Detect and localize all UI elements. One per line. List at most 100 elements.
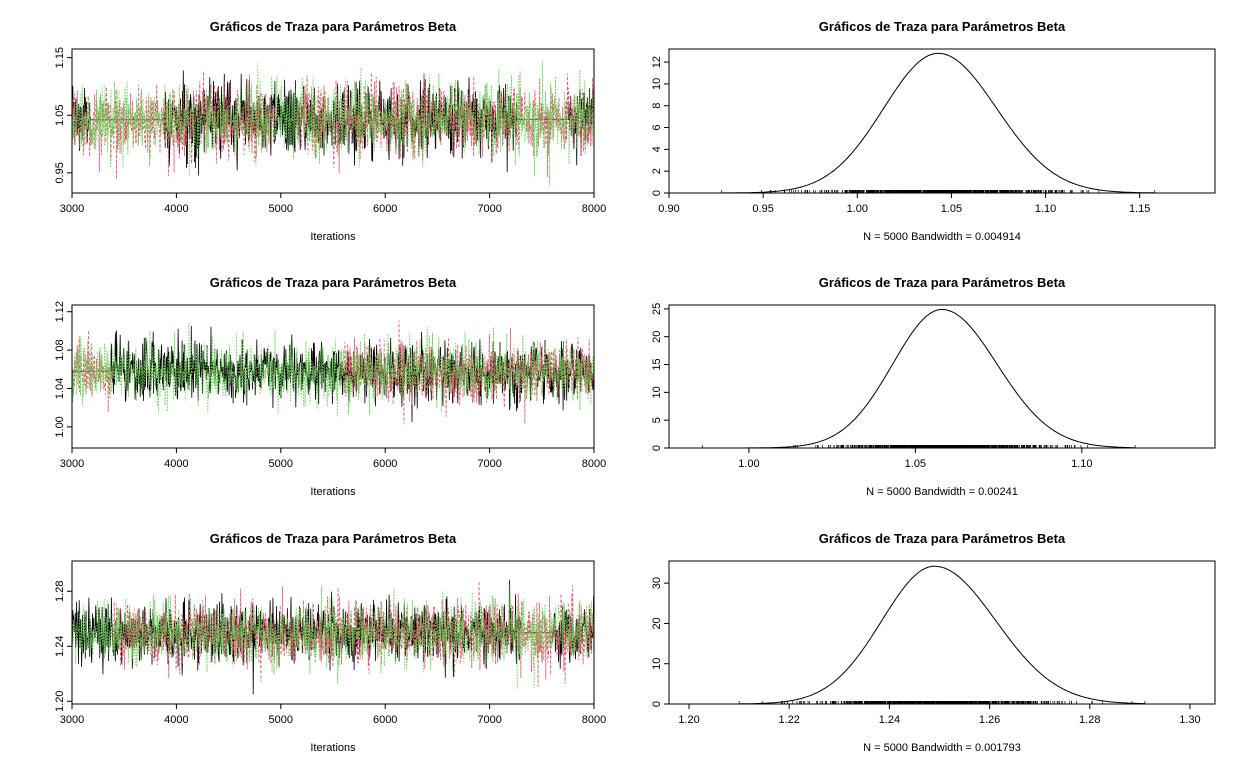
x-tick-label: 1.05 <box>941 203 962 215</box>
x-axis-label: N = 5000 Bandwidth = 0.004914 <box>863 231 1021 243</box>
y-tick-label: 15 <box>651 358 663 370</box>
x-tick-label: 1.24 <box>879 714 900 726</box>
chart-panel-4: Gráficos de Traza para Parámetros Beta N … <box>651 275 1216 498</box>
x-tick-label: 5000 <box>269 203 293 215</box>
plot-area <box>669 52 1215 193</box>
y-axis: 0 5 10 15 20 25 <box>651 303 669 451</box>
x-tick-label: 4000 <box>164 714 188 726</box>
x-tick-label: 3000 <box>60 458 84 470</box>
plot-area <box>669 565 1215 704</box>
panel-title: Gráficos de Traza para Parámetros Beta <box>210 19 457 34</box>
y-tick-label: 10 <box>651 658 663 670</box>
panel-title: Gráficos de Traza para Parámetros Beta <box>210 275 457 290</box>
density-curve <box>739 565 1145 704</box>
y-tick-label: 20 <box>651 331 663 343</box>
panel-title: Gráficos de Traza para Parámetros Beta <box>210 531 457 546</box>
x-axis-label: Iterations <box>310 231 356 243</box>
x-tick-label: 7000 <box>477 203 501 215</box>
y-tick-label: 10 <box>651 386 663 398</box>
y-axis: 0.95 1.05 1.15 <box>54 47 72 184</box>
y-tick-label: 30 <box>651 577 663 589</box>
y-tick-label: 0 <box>651 445 663 451</box>
y-tick-label: 5 <box>651 417 663 423</box>
x-tick-label: 7000 <box>477 714 501 726</box>
y-tick-label: 1.00 <box>54 416 66 437</box>
panel-title: Gráficos de Traza para Parámetros Beta <box>819 19 1066 34</box>
x-tick-label: 3000 <box>60 714 84 726</box>
x-tick-label: 1.20 <box>678 714 699 726</box>
panel-title: Gráficos de Traza para Parámetros Beta <box>819 531 1066 546</box>
trace-series-3 <box>72 584 594 691</box>
chart-panel-1: Gráficos de Traza para Parámetros Beta It… <box>54 19 606 243</box>
x-axis: 3000 4000 5000 6000 7000 8000 <box>60 448 606 470</box>
x-axis: 0.90 0.95 1.00 1.05 1.10 1.15 <box>658 193 1150 215</box>
x-tick-label: 1.10 <box>1071 458 1092 470</box>
x-axis-label: Iterations <box>310 742 356 754</box>
y-tick-label: 12 <box>651 56 663 68</box>
y-tick-label: 0.95 <box>54 162 66 183</box>
trace-series-1 <box>72 580 594 695</box>
x-axis-label: N = 5000 Bandwidth = 0.001793 <box>863 742 1021 754</box>
y-tick-label: 1.05 <box>54 105 66 126</box>
rug-marks <box>738 701 1146 704</box>
x-tick-label: 1.28 <box>1079 714 1100 726</box>
x-tick-label: 1.22 <box>779 714 800 726</box>
y-axis: 1.20 1.24 1.28 <box>54 581 72 712</box>
plot-box <box>71 304 595 449</box>
trace-series-3 <box>72 322 594 417</box>
chart-panel-6: Gráficos de Traza para Parámetros Beta N … <box>651 531 1216 754</box>
plot-area <box>72 60 594 186</box>
y-tick-label: 0 <box>651 701 663 707</box>
plot-area <box>72 580 594 695</box>
x-tick-label: 1.15 <box>1129 203 1150 215</box>
x-tick-label: 0.90 <box>658 203 679 215</box>
y-tick-label: 1.08 <box>54 339 66 360</box>
plot-area <box>72 320 594 425</box>
y-tick-label: 1.28 <box>54 581 66 602</box>
x-tick-label: 3000 <box>60 203 84 215</box>
x-tick-label: 1.00 <box>738 458 759 470</box>
plot-box <box>668 304 1216 449</box>
x-axis: 1.20 1.22 1.24 1.26 1.28 1.30 <box>678 704 1201 726</box>
y-axis: 0 10 20 30 <box>651 577 669 707</box>
x-tick-label: 5000 <box>269 714 293 726</box>
y-tick-label: 10 <box>651 78 663 90</box>
x-axis: 3000 4000 5000 6000 7000 8000 <box>60 193 606 215</box>
x-tick-label: 1.26 <box>979 714 1000 726</box>
x-tick-label: 6000 <box>373 714 397 726</box>
density-curve <box>721 52 1155 193</box>
chart-panel-5: Gráficos de Traza para Parámetros Beta It… <box>54 531 606 754</box>
x-tick-label: 1.30 <box>1179 714 1200 726</box>
plot-box <box>668 560 1216 705</box>
y-tick-label: 1.04 <box>54 378 66 399</box>
y-tick-label: 8 <box>651 103 663 109</box>
x-tick-label: 6000 <box>373 203 397 215</box>
trace-series-2 <box>72 581 594 687</box>
chart-panel-3: Gráficos de Traza para Parámetros Beta It… <box>54 275 606 498</box>
chart-panel-2: Gráficos de Traza para Parámetros Beta N … <box>651 19 1216 243</box>
y-tick-label: 1.24 <box>54 636 66 657</box>
y-tick-label: 25 <box>651 303 663 315</box>
x-axis: 1.00 1.05 1.10 <box>738 448 1093 470</box>
x-tick-label: 4000 <box>164 458 188 470</box>
x-tick-label: 8000 <box>582 714 606 726</box>
y-tick-label: 6 <box>651 124 663 130</box>
x-tick-label: 7000 <box>477 458 501 470</box>
rug-marks <box>721 190 1156 193</box>
x-tick-label: 5000 <box>269 458 293 470</box>
x-tick-label: 1.10 <box>1035 203 1056 215</box>
x-axis-label: Iterations <box>310 486 356 498</box>
x-axis-label: N = 5000 Bandwidth = 0.00241 <box>866 486 1018 498</box>
y-axis: 0 2 4 6 8 10 12 <box>651 56 669 196</box>
plot-box <box>668 48 1216 194</box>
x-axis: 3000 4000 5000 6000 7000 8000 <box>60 704 606 726</box>
x-tick-label: 6000 <box>373 458 397 470</box>
x-tick-label: 4000 <box>164 203 188 215</box>
rug-marks <box>701 445 1136 448</box>
x-tick-label: 8000 <box>582 203 606 215</box>
panel-title: Gráficos de Traza para Parámetros Beta <box>819 275 1066 290</box>
x-tick-label: 8000 <box>582 458 606 470</box>
x-tick-label: 1.00 <box>847 203 868 215</box>
plot-box <box>71 560 595 705</box>
